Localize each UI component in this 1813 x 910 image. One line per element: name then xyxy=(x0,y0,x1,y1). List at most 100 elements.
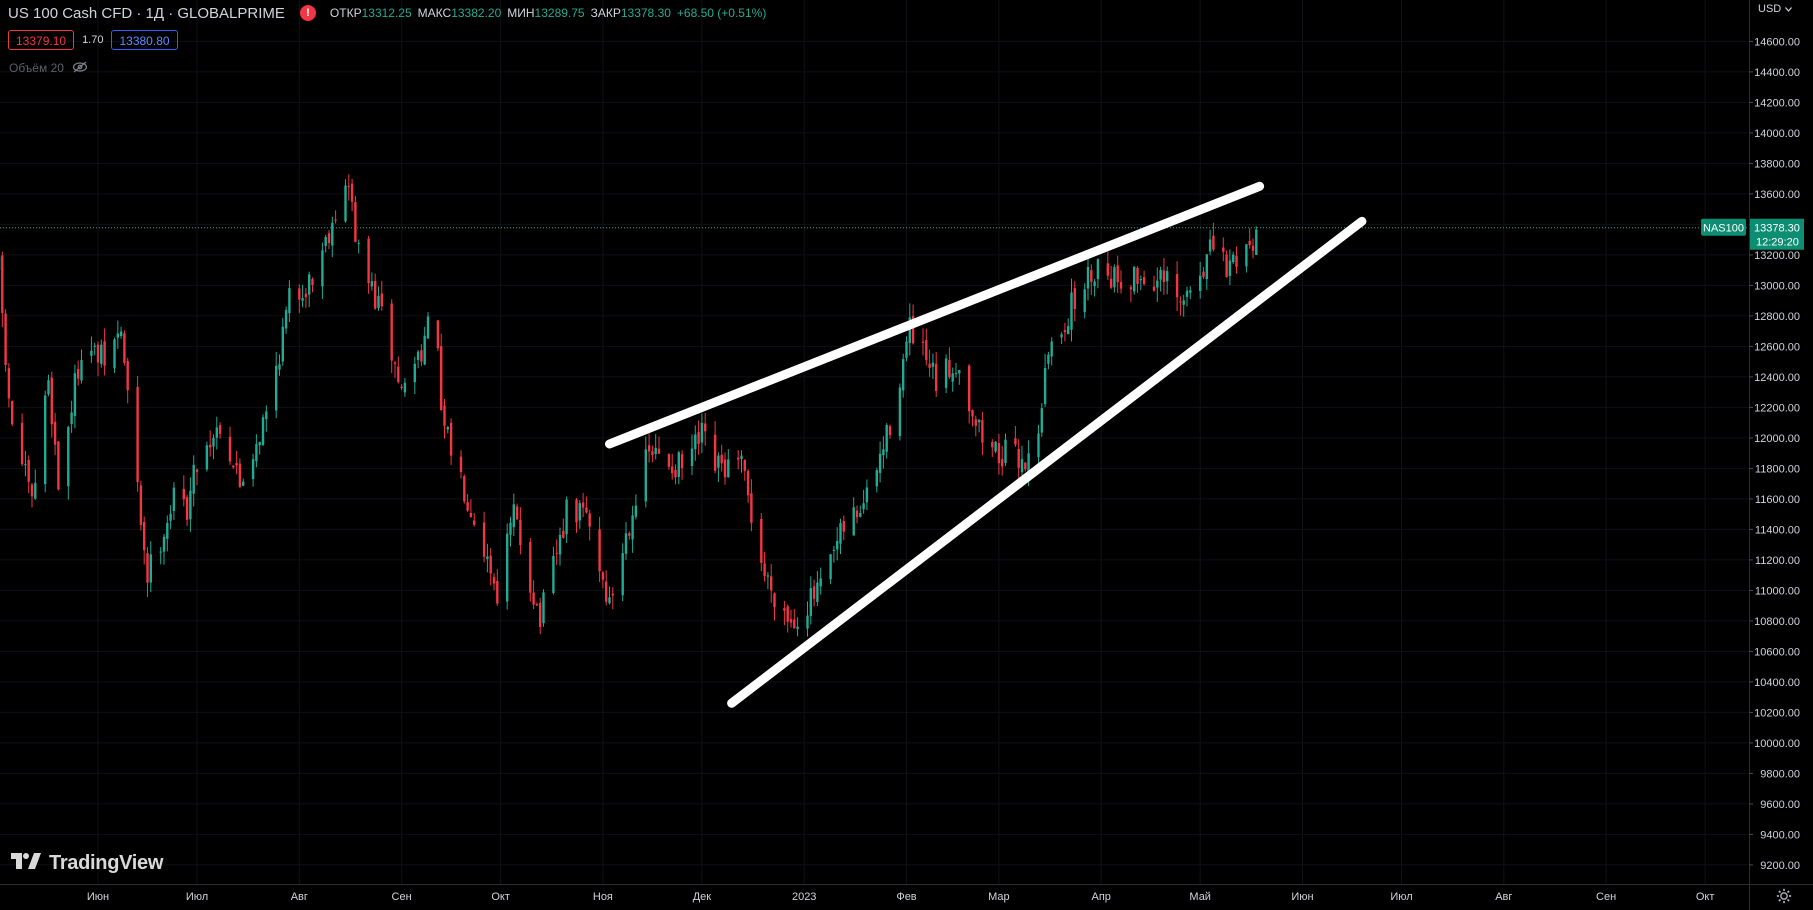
candle-up xyxy=(1182,300,1185,305)
candle-up xyxy=(1232,254,1235,263)
candle-down xyxy=(1024,462,1027,470)
candle-up xyxy=(446,427,449,430)
candle-up xyxy=(1113,267,1116,288)
symbol-title[interactable]: US 100 Cash CFD · 1Д · GLOBALPRIME xyxy=(8,4,285,22)
candle-down xyxy=(611,593,614,596)
candle-up xyxy=(73,373,77,417)
currency-selector[interactable]: USD xyxy=(1758,0,1793,17)
candle-down xyxy=(713,434,717,471)
candle-down xyxy=(1129,287,1133,290)
candle-up xyxy=(740,455,743,460)
warning-icon[interactable]: ! xyxy=(299,5,316,21)
candle-up xyxy=(90,350,93,356)
candle-down xyxy=(647,445,651,452)
time-tick-label: Сен xyxy=(1596,891,1616,903)
candle-down xyxy=(760,518,763,563)
trendline-upper[interactable] xyxy=(605,181,1265,449)
candle-down xyxy=(440,346,443,410)
time-axis[interactable]: Июн Июл Авг Сен Окт Ноя Дек 2023 Фев Мар Апр Май Июн… xyxy=(0,884,1813,904)
candle-down xyxy=(1090,270,1093,282)
tradingview-logo[interactable]: TradingView xyxy=(11,852,163,875)
candle-down xyxy=(136,386,139,483)
candle-down xyxy=(539,603,542,627)
time-tick-label: Ноя xyxy=(593,891,613,903)
buy-price-button[interactable]: 13380.80 xyxy=(111,30,178,50)
candle-up xyxy=(717,455,720,468)
candle-down xyxy=(459,456,463,472)
sell-price-button[interactable]: 13379.10 xyxy=(8,30,75,50)
candle-down xyxy=(1179,301,1182,303)
candle-up xyxy=(370,281,374,287)
candle-up xyxy=(275,365,278,411)
candle-down xyxy=(449,422,453,456)
candle-up xyxy=(1139,278,1142,281)
time-tick-label: Авг xyxy=(291,891,308,903)
candle-up xyxy=(694,434,697,450)
candle-down xyxy=(1106,263,1109,276)
candle-down xyxy=(1212,235,1215,250)
candle-up xyxy=(882,449,885,456)
candle-down xyxy=(974,419,977,426)
price-tick-label: 12000.00 xyxy=(1754,433,1800,445)
candle-down xyxy=(750,493,753,523)
candle-up xyxy=(1004,439,1007,464)
candle-down xyxy=(143,521,146,551)
candle-down xyxy=(126,361,129,391)
candle-up xyxy=(116,333,119,338)
last-price-tag-bg xyxy=(1750,218,1804,250)
candle-up xyxy=(80,360,83,381)
hidden-eye-icon[interactable] xyxy=(72,61,88,76)
settings-gear-icon[interactable] xyxy=(1776,888,1792,909)
candle-up xyxy=(192,464,195,494)
candle-down xyxy=(96,344,100,363)
candle-down xyxy=(53,421,57,445)
trendlines[interactable] xyxy=(605,181,1367,708)
candle-down xyxy=(1,255,4,313)
candle-down xyxy=(1152,286,1156,291)
candle-down xyxy=(466,502,469,511)
candle-up xyxy=(908,317,911,344)
candle-down xyxy=(601,572,605,580)
volume-indicator[interactable]: Объём 20 xyxy=(9,59,88,77)
candle-up xyxy=(621,553,624,596)
price-tick-label: 14600.00 xyxy=(1754,36,1800,48)
time-tick-label: Апр xyxy=(1091,891,1110,903)
candle-down xyxy=(103,341,106,366)
candle-up xyxy=(344,185,347,222)
high-label: МАКС xyxy=(417,6,452,20)
trendline-lower[interactable] xyxy=(727,216,1367,708)
candle-down xyxy=(515,506,519,520)
candle-up xyxy=(885,425,888,452)
ohlc-close: ЗАКР13378.30 xyxy=(591,6,671,20)
candle-up xyxy=(215,427,218,438)
last-price-tag: 13378.30 xyxy=(1754,223,1800,235)
candle-down xyxy=(1014,438,1017,445)
candle-down xyxy=(562,530,565,538)
candle-up xyxy=(1096,259,1100,280)
candle-up xyxy=(951,373,954,382)
candle-up xyxy=(1027,453,1030,474)
candle-down xyxy=(443,405,446,426)
price-axis[interactable]: 9200.00 9400.00 9600.00 9800.00 10000.00 1020… xyxy=(1749,0,1813,910)
candle-down xyxy=(991,442,994,448)
candle-down xyxy=(1001,459,1004,467)
price-tick-label: 9400.00 xyxy=(1760,829,1800,841)
price-tick-label: 11200.00 xyxy=(1755,555,1800,567)
candle-up xyxy=(416,351,420,360)
candle-down xyxy=(489,555,492,574)
candle-up xyxy=(836,540,839,550)
candle-down xyxy=(185,497,189,521)
candle-up xyxy=(829,554,832,580)
candle-down xyxy=(674,469,677,478)
price-tick-label: 13200.00 xyxy=(1754,250,1800,262)
candle-down xyxy=(812,586,816,599)
ohlc-open: ОТКР13312.25 xyxy=(330,6,412,20)
candle-up xyxy=(1050,341,1053,357)
close-value: 13378.30 xyxy=(620,6,671,20)
candle-down xyxy=(657,448,661,454)
candle-up xyxy=(1037,433,1040,458)
trade-buttons: 13379.10 1.70 13380.80 xyxy=(8,29,178,51)
candle-up xyxy=(212,437,215,447)
open-value: 13312.25 xyxy=(361,6,412,20)
